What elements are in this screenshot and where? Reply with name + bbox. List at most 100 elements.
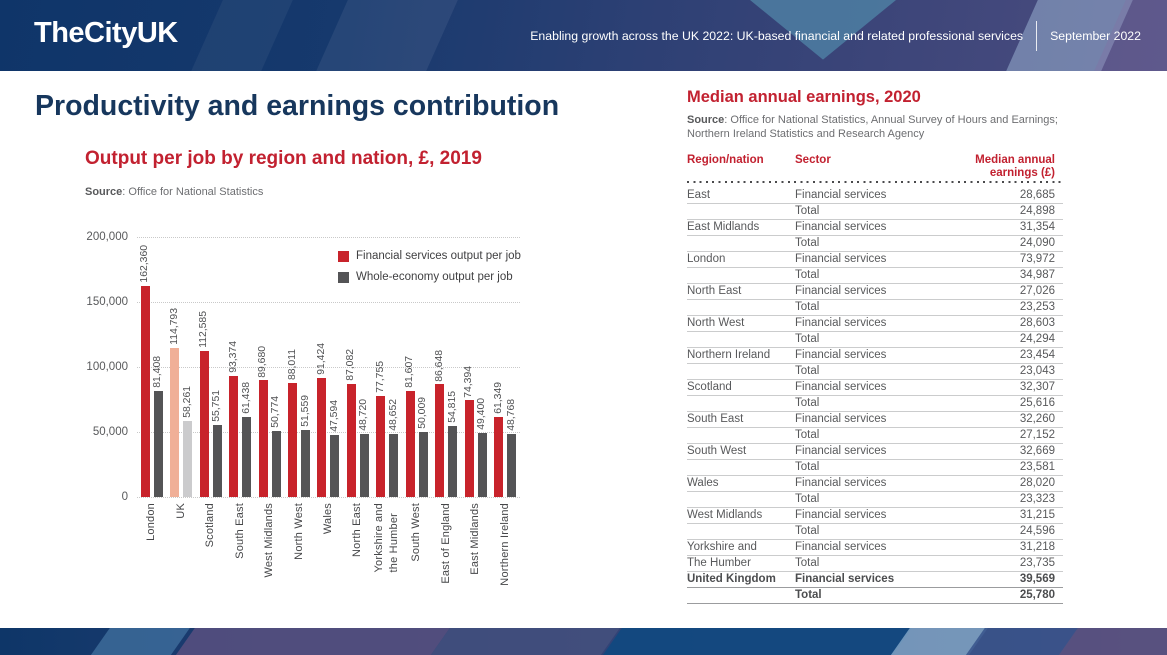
chart-legend: Financial services output per job Whole-… (338, 250, 521, 292)
bar-value-label: 89,680 (257, 345, 269, 378)
table-row: Northern Ireland Financial services 23,454 (687, 348, 1063, 364)
y-axis-tick-label: 150,000 (86, 296, 128, 308)
bar-value-label: 77,755 (374, 361, 386, 393)
table-row: South East Financial services 32,260 (687, 412, 1063, 428)
table-row: Total 24,294 (687, 332, 1063, 348)
cell-sector: Total (795, 365, 820, 377)
table-row: Total 27,152 (687, 428, 1063, 444)
table-title: Median annual earnings, 2020 (687, 88, 921, 106)
cell-sector: Financial services (795, 509, 887, 521)
table-row: Total 25,780 (687, 588, 1063, 604)
x-axis-label: East of England (439, 503, 452, 584)
cell-earnings-value: 24,090 (1019, 237, 1055, 249)
cell-sector: Financial services (795, 253, 887, 265)
table-row: South West Financial services 32,669 (687, 444, 1063, 460)
table-header-dotted-divider (687, 181, 1063, 184)
footer-stripe (425, 628, 625, 655)
chart-plot: 162,360 81,408 London 114,793 58,261 UK 112,58… (137, 237, 520, 586)
cell-region: United Kingdom (687, 573, 776, 585)
legend-label: Whole-economy output per job (356, 271, 513, 283)
cell-earnings-value: 28,603 (1019, 317, 1055, 329)
bar-value-label: 81,408 (152, 356, 164, 389)
cell-earnings-value: 27,152 (1019, 429, 1055, 441)
cell-earnings-value: 23,253 (1019, 301, 1055, 313)
bar-financial-services-north-west (288, 382, 297, 497)
bar-value-label: 61,349 (492, 382, 504, 415)
bar-whole-economy-north-west (301, 429, 310, 497)
table-source: Source: Office for National Statistics, … (687, 114, 1059, 141)
table-row: Total 24,898 (687, 204, 1063, 220)
table-row: Total 25,616 (687, 396, 1063, 412)
cell-earnings-value: 23,043 (1019, 365, 1055, 377)
y-axis-tick-label: 200,000 (86, 231, 128, 243)
table-row: Wales Financial services 28,020 (687, 476, 1063, 492)
bar-value-label: 61,438 (240, 382, 252, 415)
cell-sector: Total (795, 429, 820, 441)
bar-whole-economy-scotland (212, 424, 222, 497)
table-source-label: Source (687, 114, 725, 126)
x-axis-label: London (145, 503, 158, 541)
table-row: West Midlands Financial services 31,215 (687, 508, 1063, 524)
bar-value-label: 50,774 (270, 396, 282, 428)
column-header-earnings: Median annual earnings (£) (975, 154, 1055, 179)
bar-value-label: 74,394 (463, 365, 475, 398)
column-header-region: Region/nation (687, 154, 764, 166)
legend-item-whole-economy: Whole-economy output per job (338, 271, 521, 283)
bar-whole-economy-london (153, 391, 163, 497)
cell-sector: Financial services (795, 413, 887, 425)
bar-value-label: 48,768 (505, 398, 517, 431)
bar-financial-services-scotland (199, 350, 209, 497)
bar-whole-economy-wales (330, 435, 340, 497)
table-source-text: : Office for National Statistics, Annual… (687, 114, 1058, 140)
cell-sector: Financial services (795, 541, 887, 553)
x-axis-label: Yorkshire and the Humber (373, 503, 401, 573)
cell-earnings-value: 28,685 (1019, 189, 1055, 201)
cell-earnings-value: 27,026 (1019, 285, 1055, 297)
column-header-sector: Sector (795, 154, 831, 166)
cell-earnings-value: 24,294 (1019, 333, 1055, 345)
cell-earnings-value: 31,354 (1019, 221, 1055, 233)
cell-region: The Humber (687, 557, 751, 569)
banner-right: Enabling growth across the UK 2022: UK-b… (530, 0, 1141, 71)
x-axis-label: UK (174, 503, 187, 519)
cell-earnings-value: 24,898 (1019, 205, 1055, 217)
bar-value-label: 48,652 (387, 398, 399, 431)
cell-earnings-value: 32,307 (1019, 381, 1055, 393)
bar-financial-services-yorkshire-and-the-humber (376, 395, 386, 497)
x-axis-label: West Midlands (263, 503, 276, 578)
x-axis-label: Scotland (204, 503, 217, 548)
cell-earnings-value: 31,215 (1019, 509, 1055, 521)
x-axis-label: Wales (321, 503, 334, 535)
cell-sector: Financial services (795, 285, 887, 297)
bar-value-label: 51,559 (299, 395, 311, 427)
bar-whole-economy-yorkshire-and-the-humber (389, 433, 399, 497)
legend-label: Financial services output per job (356, 250, 521, 262)
bar-value-label: 50,009 (417, 397, 429, 429)
table-row: North East Financial services 27,026 (687, 284, 1063, 300)
table-row: East Midlands Financial services 31,354 (687, 220, 1063, 236)
cell-sector: Total (795, 301, 820, 313)
bar-value-label: 48,720 (358, 398, 370, 431)
y-axis-tick-label: 100,000 (86, 361, 128, 373)
banner-stripe (307, 0, 463, 71)
cell-sector: Financial services (795, 445, 887, 457)
cell-sector: Total (795, 493, 820, 505)
table-row: Total 24,090 (687, 236, 1063, 252)
bar-whole-economy-west-midlands (271, 431, 281, 497)
chart-source: Source: Office for National Statistics (85, 186, 263, 198)
bar-financial-services-south-west (405, 390, 415, 497)
chart-source-label: Source (85, 186, 123, 198)
bar-value-label: 86,648 (433, 349, 445, 382)
footer-banner (0, 628, 1167, 655)
bar-whole-economy-north-east (359, 433, 369, 497)
bar-value-label: 114,793 (168, 307, 180, 345)
cell-sector: Total (795, 237, 820, 249)
bar-whole-economy-east-of-england (448, 425, 458, 497)
cell-earnings-value: 23,323 (1019, 493, 1055, 505)
chart-source-text: : Office for National Statistics (122, 186, 264, 198)
cell-region: Northern Ireland (687, 349, 771, 361)
bar-financial-services-london (140, 285, 150, 497)
cell-earnings-value: 32,260 (1019, 413, 1055, 425)
page-title: Productivity and earnings contribution (35, 90, 560, 122)
x-axis-label: North East (351, 503, 364, 557)
